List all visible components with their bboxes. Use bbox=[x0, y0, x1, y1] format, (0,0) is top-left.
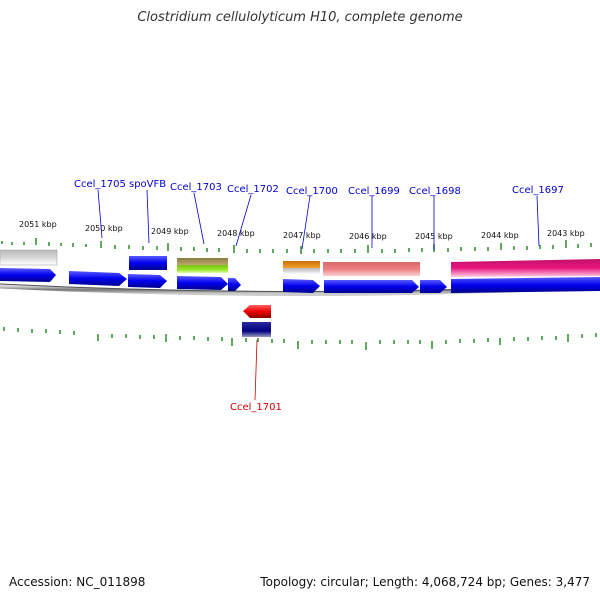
forward-genes bbox=[0, 268, 600, 293]
leader-ccel-1697 bbox=[536, 195, 540, 247]
leader-ccel-1701 bbox=[254, 339, 258, 401]
topology-text: Topology: circular; Length: 4,068,724 bp… bbox=[260, 575, 590, 589]
scale-label-2049: 2049 kbp bbox=[151, 227, 189, 236]
accession-text: Accession: NC_011898 bbox=[9, 575, 146, 589]
gene-arrow-ccel-1698[interactable] bbox=[420, 280, 447, 293]
leader-ccel-1700 bbox=[301, 195, 311, 250]
gene-label-ccel-1699[interactable]: Ccel_1699 bbox=[348, 186, 400, 197]
feature-spovfb-product[interactable] bbox=[129, 256, 167, 270]
scale-label-2043: 2043 kbp bbox=[547, 229, 585, 238]
gene-label-ccel-1700[interactable]: Ccel_1700 bbox=[286, 186, 338, 197]
scale-label-2050: 2050 kbp bbox=[85, 224, 123, 233]
gene-arrow-ccel-1700[interactable] bbox=[283, 279, 320, 293]
feature-ccel-1700-orange[interactable] bbox=[283, 261, 320, 268]
gene-arrow-ccel-1702[interactable] bbox=[228, 278, 241, 291]
gene-arrow-left-edge[interactable] bbox=[0, 268, 56, 282]
gene-label-ccel-1702[interactable]: Ccel_1702 bbox=[227, 184, 279, 195]
map-title: Clostridium cellulolyticum H10, complete… bbox=[137, 10, 463, 25]
leader-spovfb bbox=[146, 189, 150, 244]
scale-label-2046: 2046 kbp bbox=[349, 232, 387, 241]
scale-label-2044: 2044 kbp bbox=[481, 231, 519, 240]
leader-ccel-1703 bbox=[193, 192, 205, 245]
scale-label-2047: 2047 kbp bbox=[283, 231, 321, 240]
gene-label-ccel-1703[interactable]: Ccel_1703 bbox=[170, 182, 222, 193]
gene-arrow-ccel-1705[interactable] bbox=[69, 271, 127, 286]
gene-label-ccel-1701[interactable]: Ccel_1701 bbox=[230, 402, 282, 413]
feature-ccel-1701-product[interactable] bbox=[242, 322, 271, 337]
leader-ccel-1705 bbox=[97, 189, 103, 239]
feature-ccel-1703-lime[interactable] bbox=[177, 265, 228, 273]
feature-ccel-1697-pink[interactable] bbox=[451, 259, 600, 277]
feature-grey-left[interactable] bbox=[0, 249, 58, 266]
scale-ring-inner bbox=[3, 327, 597, 350]
gene-arrow-spovfb[interactable] bbox=[128, 274, 167, 288]
leader-ccel-1702 bbox=[235, 194, 252, 247]
scale-ring-outer bbox=[1, 238, 592, 254]
gene-label-ccel-1705[interactable]: Ccel_1705 bbox=[74, 179, 126, 190]
gene-label-ccel-1698[interactable]: Ccel_1698 bbox=[409, 186, 461, 197]
scale-label-2051: 2051 kbp bbox=[19, 220, 57, 229]
scale-label-2048: 2048 kbp bbox=[217, 229, 255, 238]
feature-ccel-1699-salmon[interactable] bbox=[323, 262, 420, 276]
gene-label-spovfb[interactable]: spoVFB bbox=[129, 179, 166, 190]
feature-ccel-1703-olive[interactable] bbox=[177, 258, 228, 265]
gene-arrow-ccel-1697[interactable] bbox=[451, 277, 600, 293]
feature-ccel-1700-grey[interactable] bbox=[283, 268, 320, 274]
gene-arrow-ccel-1699[interactable] bbox=[324, 280, 419, 293]
gene-arrow-ccel-1701[interactable] bbox=[243, 305, 271, 318]
gene-arrow-ccel-1703[interactable] bbox=[177, 276, 228, 290]
gene-label-ccel-1697[interactable]: Ccel_1697 bbox=[512, 185, 564, 196]
